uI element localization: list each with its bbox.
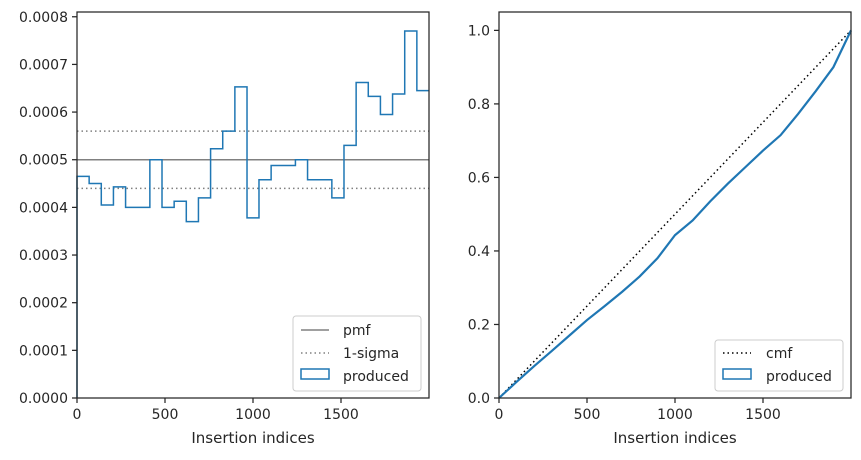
right-cmf-line [498, 29, 852, 399]
left-y-tick-label: 0.0001 [19, 343, 68, 359]
left-x-tick-label: 0 [73, 407, 82, 423]
right-y-tick-label: 0.0 [468, 391, 490, 407]
right-x-axis-label: Insertion indices [613, 429, 736, 447]
legend-pmf-label: pmf [343, 323, 372, 339]
legend-produced-label: produced [766, 369, 832, 385]
right-x-tick-label: 1000 [657, 407, 693, 423]
left-produced-step-line [76, 30, 429, 398]
left-y-tick-label: 0.0004 [19, 200, 68, 216]
right-y-tick-label: 0.8 [468, 97, 490, 113]
left-chart: 0 500 1000 1500 0.0000 0.0001 0.0002 0.0003 0.00… [19, 10, 430, 447]
right-produced-line [498, 29, 852, 399]
left-x-tick-label: 1500 [323, 407, 359, 423]
left-y-tick-label: 0.0000 [19, 391, 68, 407]
left-legend: pmf 1-sigma produced [292, 315, 422, 392]
left-x-tick-label: 1000 [235, 407, 271, 423]
right-y-tick-label: 0.6 [468, 170, 490, 186]
right-y-tick-label: 0.2 [468, 317, 490, 333]
legend-produced-label: produced [343, 369, 409, 385]
right-legend: cmf produced [714, 339, 844, 392]
left-x-tick-label: 500 [152, 407, 179, 423]
legend-1sigma-label: 1-sigma [343, 346, 399, 362]
left-y-tick-label: 0.0008 [19, 10, 68, 26]
left-y-tick-label: 0.0003 [19, 248, 68, 264]
left-y-tick-label: 0.0005 [19, 153, 68, 169]
left-x-axis-label: Insertion indices [191, 429, 314, 447]
right-x-tick-label: 500 [574, 407, 601, 423]
left-y-tick-label: 0.0007 [19, 57, 68, 73]
legend-produced-patch [300, 368, 330, 380]
right-x-tick-label: 0 [495, 407, 504, 423]
right-chart: 0 500 1000 1500 0.0 0.2 0.4 0.6 0.8 1.0 Insertion… [468, 11, 852, 447]
right-y-tick-label: 0.4 [468, 244, 490, 260]
right-x-tick-label: 1500 [745, 407, 781, 423]
legend-produced-patch [722, 368, 752, 380]
legend-cmf-label: cmf [766, 346, 793, 362]
right-y-tick-label: 1.0 [468, 23, 490, 39]
left-legend-box [292, 315, 422, 392]
left-y-tick-label: 0.0006 [19, 105, 68, 121]
left-y-tick-label: 0.0002 [19, 296, 68, 312]
